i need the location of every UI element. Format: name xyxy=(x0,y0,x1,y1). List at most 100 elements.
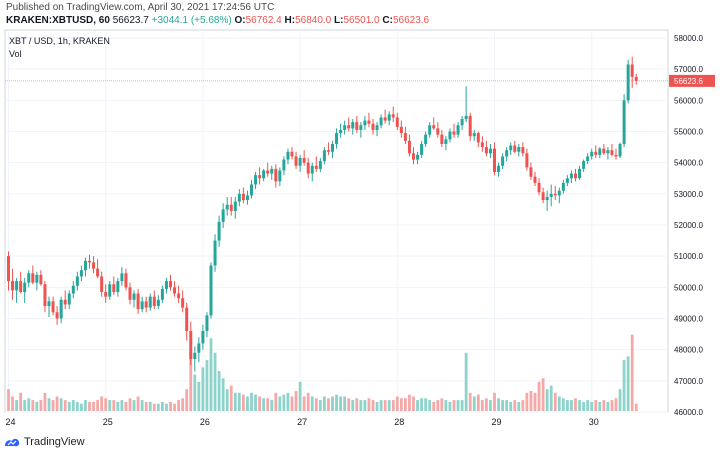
volume-bar xyxy=(173,403,176,411)
candle-body xyxy=(594,151,598,155)
candle-body xyxy=(367,120,371,124)
candle xyxy=(630,56,634,88)
candle-body xyxy=(274,168,278,182)
x-tick-label: 30 xyxy=(589,417,599,427)
candle-body xyxy=(136,293,140,310)
candle xyxy=(233,196,237,219)
volume-bar xyxy=(525,392,529,411)
volume-bar xyxy=(104,398,108,411)
candle-body xyxy=(189,330,193,360)
volume-bar xyxy=(282,394,286,411)
volume-bar xyxy=(359,400,363,411)
candle xyxy=(270,165,274,180)
candle xyxy=(343,120,347,135)
candle-body xyxy=(424,134,428,144)
volume-bar xyxy=(501,400,504,411)
candle-body xyxy=(565,178,569,183)
volume-bar xyxy=(424,398,428,411)
candle-body xyxy=(116,281,120,293)
candle xyxy=(582,159,586,173)
volume-bar xyxy=(598,401,602,411)
candle xyxy=(351,119,355,135)
candle-body xyxy=(92,262,96,269)
volume-bar xyxy=(318,400,322,411)
volume-bar xyxy=(331,396,334,411)
volume-bar xyxy=(120,400,124,411)
candle xyxy=(213,234,217,272)
candle-body xyxy=(416,154,420,160)
candle-body xyxy=(88,260,91,263)
candle-body xyxy=(480,142,484,148)
volume-bar xyxy=(497,398,500,411)
y-tick-label: 55000.0 xyxy=(674,128,703,137)
volume-bar xyxy=(432,401,436,411)
x-tick-label: 28 xyxy=(394,417,404,427)
tradingview-brand: TradingView xyxy=(24,436,85,448)
volume-bar xyxy=(15,400,18,411)
candle-body xyxy=(47,301,51,307)
candle-body xyxy=(464,115,468,120)
candle xyxy=(181,290,185,313)
candle xyxy=(537,178,541,196)
candle-body xyxy=(185,307,189,331)
volume-bar xyxy=(472,396,476,411)
candle xyxy=(501,153,505,169)
volume-bar xyxy=(606,401,610,411)
volume-bar xyxy=(355,398,359,411)
candle xyxy=(525,148,529,171)
volume-bar xyxy=(298,381,302,411)
grid-lines xyxy=(4,29,669,413)
volume-bar xyxy=(582,401,585,411)
y-tick-label: 46000.0 xyxy=(674,408,703,417)
chart-legend-title: XBT / USD, 1h, KRAKEN xyxy=(9,36,110,46)
candle-body xyxy=(529,167,533,177)
volume-bar xyxy=(237,392,241,411)
candle xyxy=(318,157,322,173)
volume-bar xyxy=(408,394,411,411)
volume-bar xyxy=(553,392,557,411)
y-tick-label: 49000.0 xyxy=(674,315,703,324)
candle-body xyxy=(55,312,59,319)
candle xyxy=(189,321,193,366)
candle xyxy=(521,142,525,157)
candle xyxy=(124,268,128,291)
candle-body xyxy=(355,122,359,130)
y-tick-label: 48000.0 xyxy=(674,346,703,355)
candle-body xyxy=(266,170,270,174)
candle-body xyxy=(436,128,440,135)
candle-body xyxy=(488,148,492,154)
candle-body xyxy=(335,133,339,144)
candle-body xyxy=(399,126,403,134)
candle xyxy=(59,296,63,324)
candle-body xyxy=(160,288,164,300)
candle-body xyxy=(35,274,39,283)
volume-bar xyxy=(618,389,622,411)
candle xyxy=(221,203,225,229)
candle xyxy=(225,196,229,216)
volume-bar xyxy=(375,401,379,411)
candle xyxy=(245,190,249,205)
candle-body xyxy=(27,273,31,283)
volume-bar xyxy=(444,400,448,411)
volume-bar xyxy=(367,398,371,411)
candle xyxy=(606,147,610,160)
candle xyxy=(237,189,241,207)
volume-bar xyxy=(254,394,257,411)
candle xyxy=(432,117,436,130)
volume-bar xyxy=(47,398,51,411)
candle xyxy=(399,120,403,138)
candle xyxy=(47,296,51,317)
last-price: 56623.7 xyxy=(112,15,149,26)
volume-bar xyxy=(310,396,314,411)
candle-body xyxy=(96,268,100,277)
volume-bar xyxy=(549,385,553,411)
y-tick-label: 57000.0 xyxy=(674,65,703,74)
volume-bar xyxy=(274,392,278,411)
volume-bar xyxy=(412,396,415,411)
volume-bar xyxy=(290,396,294,411)
x-tick-label: 27 xyxy=(297,417,307,427)
candle xyxy=(302,150,306,166)
candle xyxy=(88,254,91,269)
candle xyxy=(549,184,553,207)
